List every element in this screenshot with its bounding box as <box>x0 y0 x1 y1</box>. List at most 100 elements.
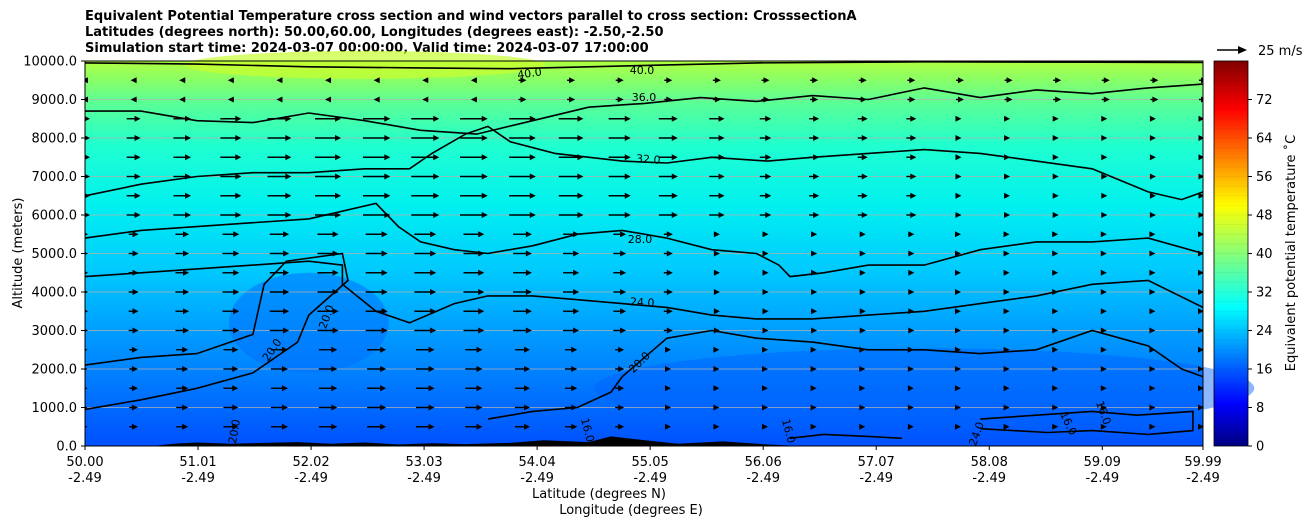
wind-vector-head <box>85 406 88 409</box>
wind-vector-head <box>811 269 818 276</box>
x-tick-lat: 51.01 <box>179 455 216 470</box>
wind-vector-head <box>1149 269 1156 276</box>
wind-vector-head <box>571 366 578 372</box>
colorbar-tick-label: 72 <box>1256 93 1273 108</box>
x-tick-lon: -2.49 <box>407 471 441 486</box>
wind-vector-head <box>179 96 186 103</box>
wind-vector-head <box>1198 212 1203 218</box>
wind-vector-head <box>909 96 916 103</box>
wind-vector-head <box>380 346 387 353</box>
x-tick-lat: 58.08 <box>971 455 1008 470</box>
wind-vector-head <box>1198 308 1203 315</box>
wind-vector-head <box>1198 327 1203 334</box>
wind-vector-head <box>1003 231 1010 238</box>
wind-vector-head <box>620 308 627 315</box>
wind-vector-head <box>1003 385 1010 392</box>
wind-vector-head <box>577 173 584 180</box>
wind-vector-head <box>331 346 338 353</box>
wind-vector-head <box>433 212 440 218</box>
wind-vector-head <box>433 115 440 122</box>
wind-vector-head <box>954 423 961 430</box>
wind-vector-head <box>762 346 769 353</box>
wind-vector-head <box>1198 250 1203 257</box>
wind-vector-head <box>332 250 339 257</box>
colorbar-tick-label: 8 <box>1256 401 1264 416</box>
axes: 0.0 1000.0 2000.0 3000.0 4000.0 5000.0 6000.0 7… <box>23 55 1221 487</box>
wind-vector-head <box>813 212 820 218</box>
wind-vector-head <box>529 135 536 141</box>
wind-vector-head <box>1004 173 1011 180</box>
wind-vector-head <box>1100 385 1107 392</box>
wind-vector-head <box>232 404 239 411</box>
title-line-2: Latitudes (degrees north): 50.00,60.00, … <box>85 25 664 40</box>
wind-vector-head <box>861 192 868 199</box>
wind-vector-head <box>1100 366 1107 372</box>
wind-vector-head <box>132 327 139 334</box>
wind-vector-head <box>281 366 288 372</box>
wind-vector-head <box>1052 231 1059 238</box>
wind-vector-head <box>1103 96 1110 103</box>
wind-vector-head <box>671 115 678 122</box>
wind-vector-head <box>1198 154 1203 161</box>
wind-vector-head <box>478 327 485 334</box>
wind-vector-head <box>227 96 234 103</box>
wind-vector-head <box>1149 385 1156 392</box>
wind-vector-head <box>182 327 189 334</box>
wind-vector-head <box>909 77 916 84</box>
x-tick-lat: 55.05 <box>632 455 669 470</box>
wind-vector-head <box>1101 212 1108 218</box>
colorbar-gradient <box>1213 60 1249 447</box>
wind-vector-head <box>954 250 961 257</box>
wind-vector-head <box>325 96 332 103</box>
wind-vector-head <box>861 212 868 218</box>
wind-vector-head <box>1100 346 1107 353</box>
wind-vector-head <box>713 289 720 295</box>
wind-vector-head <box>478 289 485 295</box>
wind-vector-head <box>185 115 192 122</box>
wind-vector-head <box>908 231 915 238</box>
wind-vector-head <box>1149 173 1156 180</box>
wind-vector-head <box>235 212 242 218</box>
contour-label: 28.0 <box>628 233 653 246</box>
wind-vector-head <box>384 173 391 180</box>
wind-vector-head <box>671 212 678 218</box>
wind-vector-head <box>134 154 141 161</box>
wind-vector-head <box>955 212 962 218</box>
wind-vector-head <box>577 154 584 161</box>
wind-vector-head <box>182 366 189 372</box>
wind-vector-head <box>569 96 576 103</box>
wind-vector-head <box>718 212 725 218</box>
contour-label: 24.0 <box>630 295 655 309</box>
wind-vector-head <box>281 404 288 411</box>
x-tick-lon: -2.49 <box>859 471 893 486</box>
y-axis-label: Altitude (meters) <box>11 198 26 309</box>
wind-vector-head <box>624 135 631 141</box>
wind-vector-head <box>908 327 915 334</box>
contour-28 <box>85 202 1203 278</box>
wind-vector-head <box>85 135 90 141</box>
wind-vector-head <box>569 77 576 84</box>
wind-vector-head <box>134 135 141 141</box>
wind-vector-head <box>134 192 141 199</box>
colorbar-tick-label: 0 <box>1256 440 1264 455</box>
wind-vector-head <box>664 346 671 353</box>
contour-40 <box>85 61 1203 70</box>
wind-vector-head <box>573 289 580 295</box>
wind-vector-head <box>810 404 817 411</box>
wind-vector-head <box>907 385 914 392</box>
wind-vector-head <box>671 173 678 180</box>
wind-vector-head <box>762 423 769 430</box>
wind-vector-head <box>624 192 631 199</box>
wind-vector-head <box>1101 115 1108 122</box>
wind-vector-head <box>571 385 578 392</box>
wind-vector-head <box>618 423 625 430</box>
wind-vector-head <box>1149 212 1156 218</box>
wind-vector-head <box>954 366 961 372</box>
wind-vector-head <box>910 115 917 122</box>
wind-vector-head <box>430 308 437 315</box>
wind-vector-head <box>422 96 429 103</box>
wind-vector-head <box>524 346 531 353</box>
colorbar-tick-label: 40 <box>1256 247 1273 262</box>
x-tick-lon: -2.49 <box>1186 471 1220 486</box>
